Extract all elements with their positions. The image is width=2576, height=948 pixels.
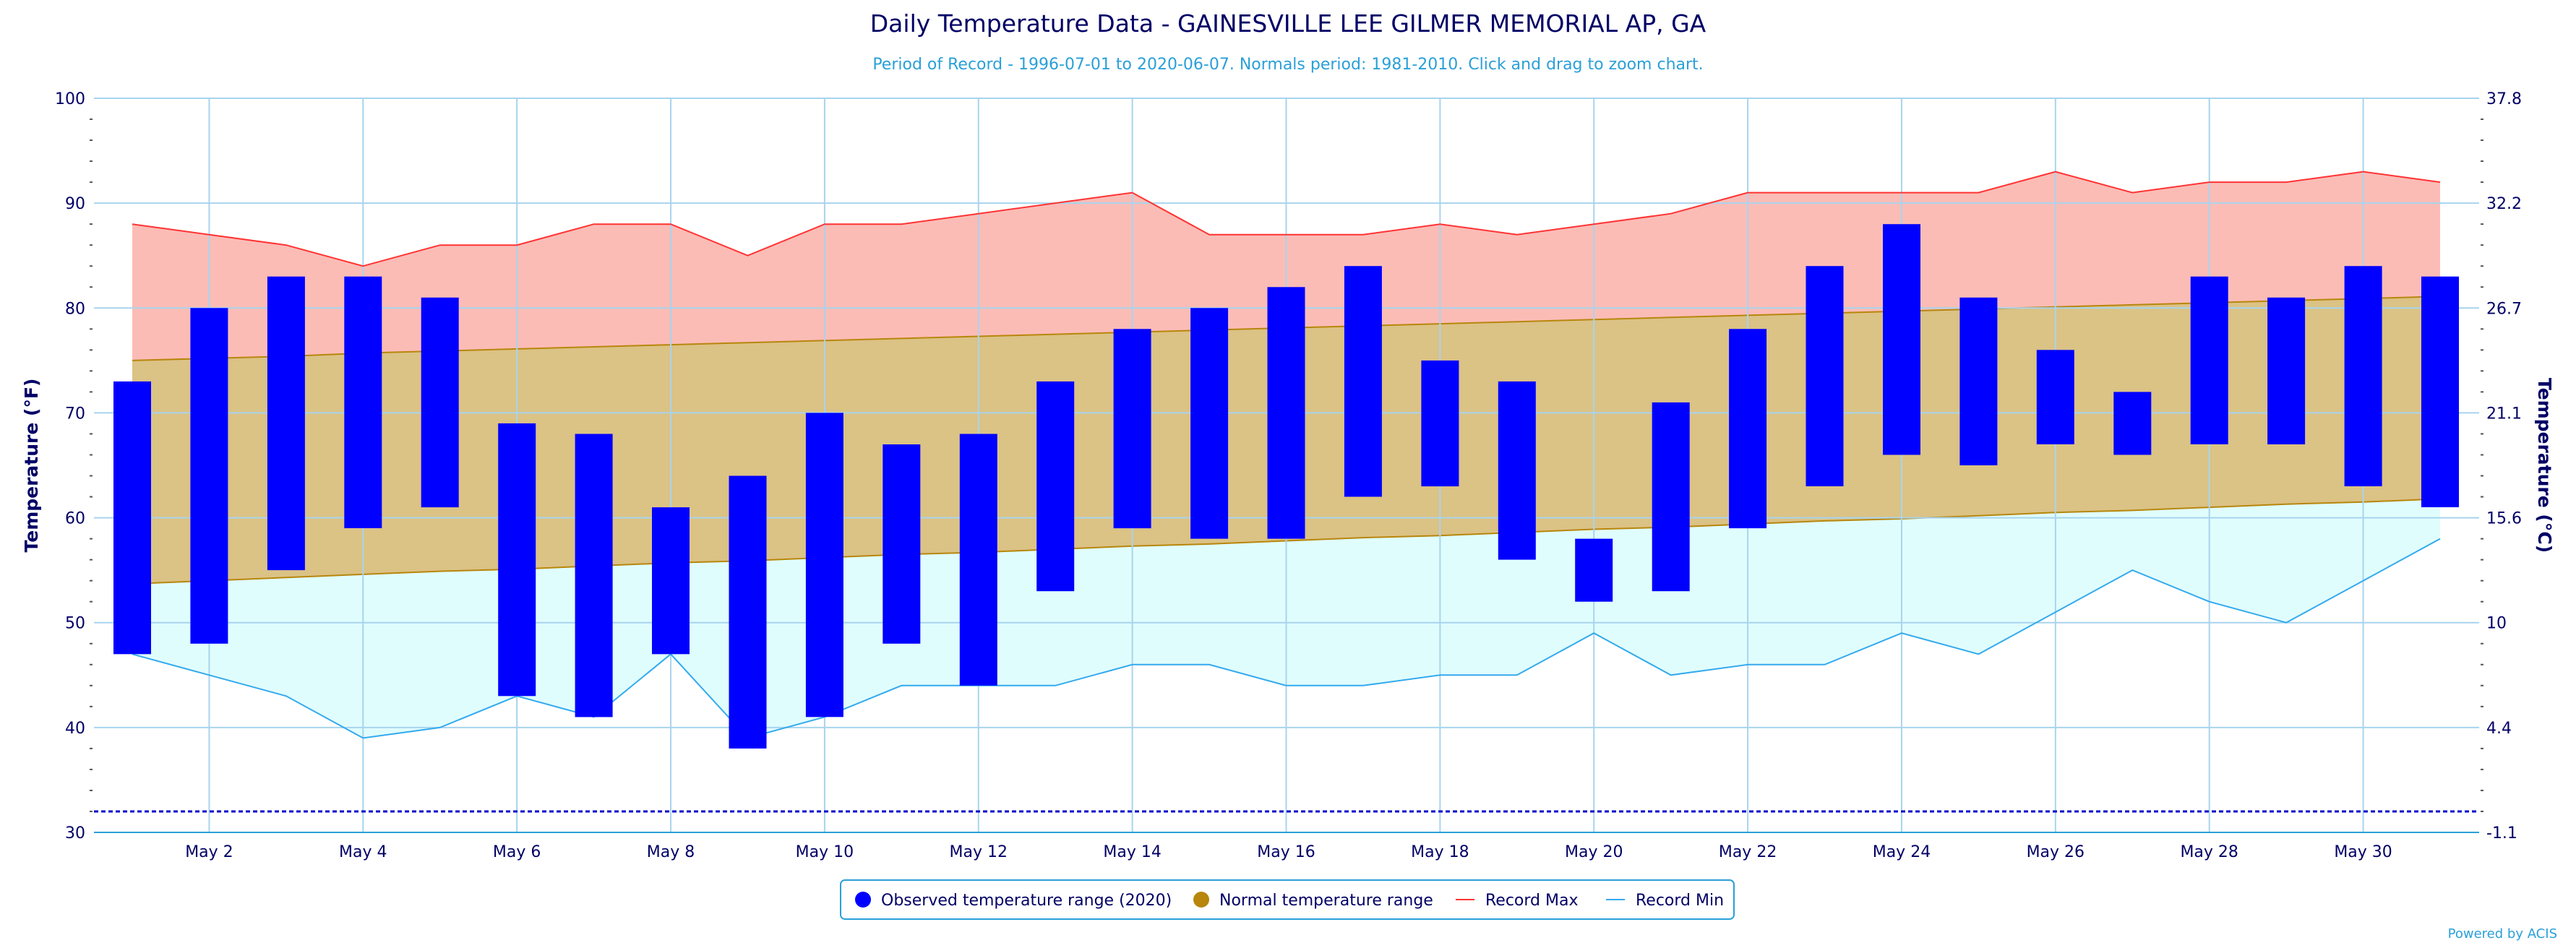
observed-bar[interactable] <box>652 507 690 655</box>
y-tick-label: 70 <box>65 405 85 423</box>
observed-bar[interactable] <box>344 276 382 528</box>
legend-item-normal[interactable]: Normal temperature range <box>1193 892 1433 910</box>
observed-bar[interactable] <box>190 308 228 644</box>
observed-bar[interactable] <box>1883 224 1920 455</box>
observed-bar[interactable] <box>1959 297 1998 465</box>
observed-bar[interactable] <box>1344 266 1382 497</box>
x-tick-label: May 30 <box>2334 843 2392 861</box>
observed-bar[interactable] <box>1806 266 1844 486</box>
observed-bar[interactable] <box>1729 329 1767 529</box>
x-tick-label: May 18 <box>1411 843 1469 861</box>
x-tick-label: May 10 <box>796 843 854 861</box>
chart-subtitle: Period of Record - 1996-07-01 to 2020-06… <box>872 56 1703 74</box>
y-tick-label-right: 26.7 <box>2486 300 2522 318</box>
x-tick-label: May 2 <box>185 843 233 861</box>
observed-bar[interactable] <box>1036 381 1075 592</box>
observed-bar[interactable] <box>267 276 305 571</box>
observed-bar[interactable] <box>1267 287 1305 539</box>
chart-title: Daily Temperature Data - GAINESVILLE LEE… <box>870 9 1706 38</box>
observed-bar[interactable] <box>1190 308 1229 539</box>
observed-bar[interactable] <box>113 381 151 655</box>
y-tick-label: 30 <box>65 824 85 843</box>
observed-bar[interactable] <box>421 297 459 508</box>
y-axis-title-right: Temperature (°C) <box>2534 378 2555 553</box>
observed-bar[interactable] <box>1421 360 1459 487</box>
normal-legend-icon <box>1193 892 1209 908</box>
x-axis: May 2 May 4 May 6 May 8 May 10 May 12 May 14 Ma… <box>185 843 2392 861</box>
credits-link[interactable]: Powered by ACIS <box>2448 926 2557 941</box>
observed-legend-icon <box>855 892 871 908</box>
y-tick-label: 90 <box>65 195 85 213</box>
x-tick-label: May 16 <box>1257 843 1315 861</box>
x-tick-label: May 28 <box>2180 843 2238 861</box>
legend[interactable]: Observed temperature range (2020) Normal… <box>840 879 1735 920</box>
y-tick-label-right: 32.2 <box>2486 195 2522 213</box>
gridlines <box>90 98 2483 833</box>
legend-label-record-max: Record Max <box>1485 892 1579 910</box>
legend-item-observed[interactable]: Observed temperature range (2020) <box>855 892 1172 910</box>
y-axis-left: 30 40 50 60 70 80 90 100 <box>55 90 85 843</box>
x-tick-label: May 6 <box>493 843 541 861</box>
observed-bar[interactable] <box>2113 392 2152 455</box>
y-tick-label: 100 <box>55 90 85 108</box>
legend-box <box>840 879 1735 920</box>
observed-bar[interactable] <box>2421 276 2459 507</box>
observed-bar[interactable] <box>805 413 843 718</box>
observed-bar[interactable] <box>729 475 767 749</box>
legend-label-observed: Observed temperature range (2020) <box>881 892 1172 910</box>
y-tick-label: 40 <box>65 720 85 738</box>
y-tick-label-right: 4.4 <box>2486 720 2512 738</box>
legend-label-normal: Normal temperature range <box>1219 892 1433 910</box>
y-axis-right: -1.1 4.4 10 15.6 21.1 26.7 32.2 37.8 <box>2486 90 2522 843</box>
y-tick-label: 50 <box>65 615 85 633</box>
legend-item-record-max[interactable]: Record Max <box>1456 892 1579 910</box>
observed-bar[interactable] <box>1575 538 1613 602</box>
observed-bar[interactable] <box>2036 350 2074 444</box>
y-axis-title-left: Temperature (°F) <box>21 379 42 553</box>
y-tick-label-right: 10 <box>2486 615 2507 633</box>
y-tick-label: 80 <box>65 300 85 318</box>
observed-bar[interactable] <box>2344 266 2382 486</box>
x-tick-label: May 14 <box>1103 843 1161 861</box>
x-tick-label: May 20 <box>1565 843 1623 861</box>
y-tick-label-right: 15.6 <box>2486 510 2522 528</box>
observed-bar[interactable] <box>575 434 613 718</box>
x-tick-label: May 22 <box>1719 843 1777 861</box>
observed-bar[interactable] <box>1498 381 1536 560</box>
x-tick-label: May 24 <box>1873 843 1931 861</box>
x-tick-label: May 12 <box>950 843 1008 861</box>
legend-label-record-min: Record Min <box>1636 892 1724 910</box>
legend-item-record-min[interactable]: Record Min <box>1606 892 1724 910</box>
y-tick-label: 60 <box>65 510 85 528</box>
observed-bar[interactable] <box>2267 297 2306 444</box>
x-tick-label: May 4 <box>339 843 387 861</box>
observed-bar[interactable] <box>959 434 997 686</box>
y-tick-label-right: 37.8 <box>2486 90 2522 108</box>
observed-bar[interactable] <box>883 444 921 644</box>
observed-bar[interactable] <box>498 423 536 697</box>
y-tick-label-right: 21.1 <box>2486 405 2522 423</box>
x-tick-label: May 8 <box>647 843 695 861</box>
observed-bars[interactable] <box>113 224 2459 749</box>
observed-bar[interactable] <box>1652 402 1690 592</box>
observed-bar[interactable] <box>1113 329 1151 529</box>
y-tick-label-right: -1.1 <box>2486 824 2517 843</box>
observed-bar[interactable] <box>2190 276 2228 444</box>
x-tick-label: May 26 <box>2027 843 2085 861</box>
record-max-line <box>132 171 2441 267</box>
